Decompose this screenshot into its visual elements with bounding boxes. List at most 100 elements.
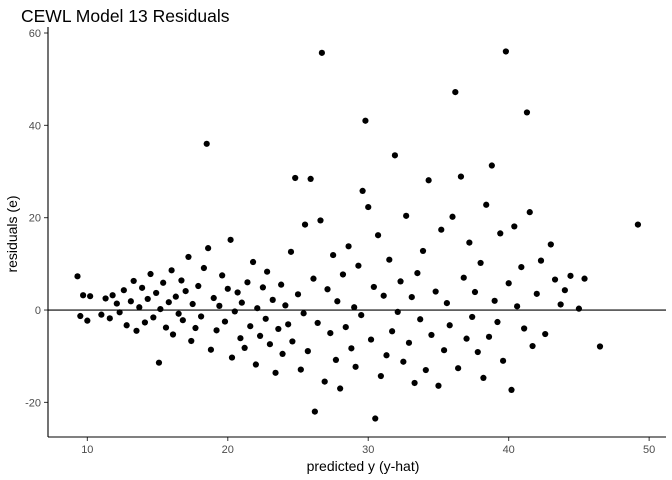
data-point <box>359 187 366 195</box>
data-point <box>136 304 143 311</box>
data-point <box>74 273 81 280</box>
data-point <box>537 257 545 264</box>
data-point <box>435 382 442 389</box>
data-point <box>383 352 390 359</box>
data-point <box>318 49 325 56</box>
data-point <box>330 251 337 259</box>
data-point <box>367 336 375 343</box>
data-point <box>224 285 231 292</box>
data-point <box>443 300 450 307</box>
data-point <box>533 290 540 297</box>
data-point <box>551 276 559 283</box>
data-point <box>469 313 476 321</box>
data-point <box>321 378 328 385</box>
data-point <box>497 230 504 237</box>
data-point <box>502 48 509 55</box>
data-point <box>508 386 515 394</box>
data-point <box>98 311 105 318</box>
data-point <box>485 333 493 340</box>
data-point <box>87 293 94 300</box>
data-point <box>526 209 533 216</box>
data-point <box>197 313 205 320</box>
data-point <box>337 385 344 392</box>
chart-title: CEWL Model 13 Residuals <box>21 6 230 26</box>
data-point <box>244 279 251 286</box>
data-point <box>488 162 495 169</box>
data-point <box>113 300 120 307</box>
data-point <box>221 318 229 325</box>
data-point <box>150 314 157 321</box>
data-point <box>460 274 467 281</box>
data-point <box>216 302 223 309</box>
data-point <box>106 315 113 322</box>
data-point <box>417 316 424 323</box>
data-point <box>287 248 295 255</box>
data-point <box>365 203 372 211</box>
data-point <box>160 279 167 286</box>
data-point <box>252 361 259 368</box>
data-point <box>397 278 404 285</box>
data-point <box>457 173 465 180</box>
data-point <box>127 298 134 305</box>
data-point <box>165 299 172 306</box>
data-point <box>231 308 238 315</box>
data-point <box>425 177 432 184</box>
data-point <box>102 295 109 302</box>
data-point <box>195 282 202 290</box>
data-point <box>188 337 195 345</box>
data-point <box>192 324 199 332</box>
data-point <box>80 292 87 299</box>
data-point <box>272 369 279 376</box>
data-point <box>292 174 299 182</box>
data-point <box>428 331 435 339</box>
data-point <box>327 330 334 337</box>
data-point <box>207 346 215 353</box>
data-point <box>422 366 429 374</box>
data-point <box>109 292 116 299</box>
data-point <box>254 305 261 312</box>
data-point <box>168 267 175 274</box>
data-point <box>200 264 208 272</box>
data-point <box>179 317 186 324</box>
data-point <box>304 348 311 355</box>
data-point <box>332 356 340 363</box>
data-point <box>362 117 369 124</box>
data-point <box>282 302 289 309</box>
data-point <box>307 175 314 183</box>
data-point <box>205 245 212 252</box>
data-point <box>477 259 484 267</box>
data-point <box>334 298 341 305</box>
data-point <box>300 310 307 317</box>
data-point <box>294 291 302 298</box>
data-point <box>285 321 292 328</box>
data-point <box>123 322 130 329</box>
data-point <box>542 330 549 338</box>
data-point <box>380 292 387 299</box>
data-point <box>408 294 415 301</box>
data-point <box>452 88 459 96</box>
data-point <box>483 201 490 208</box>
data-point <box>514 303 521 310</box>
data-point <box>358 312 365 319</box>
y-tick-label: 60 <box>29 28 41 40</box>
data-point <box>310 275 317 282</box>
data-point <box>77 312 84 320</box>
data-point <box>153 289 160 297</box>
data-point <box>219 272 226 279</box>
data-point <box>432 288 439 295</box>
x-tick-label: 50 <box>643 444 655 456</box>
data-point <box>355 262 362 269</box>
x-tick-label: 40 <box>503 444 515 456</box>
y-axis-ticks: -20 0 20 40 60 <box>25 28 48 409</box>
data-point <box>301 221 309 228</box>
y-axis-label: residuals (e) <box>4 195 20 272</box>
data-point <box>213 327 220 334</box>
data-point <box>391 152 399 159</box>
x-axis-label: predicted y (y-hat) <box>307 458 420 474</box>
data-point <box>581 275 588 282</box>
x-tick-label: 20 <box>222 444 234 456</box>
data-point <box>275 325 282 333</box>
data-point <box>386 256 393 263</box>
data-point <box>228 354 236 361</box>
data-point <box>596 343 604 350</box>
